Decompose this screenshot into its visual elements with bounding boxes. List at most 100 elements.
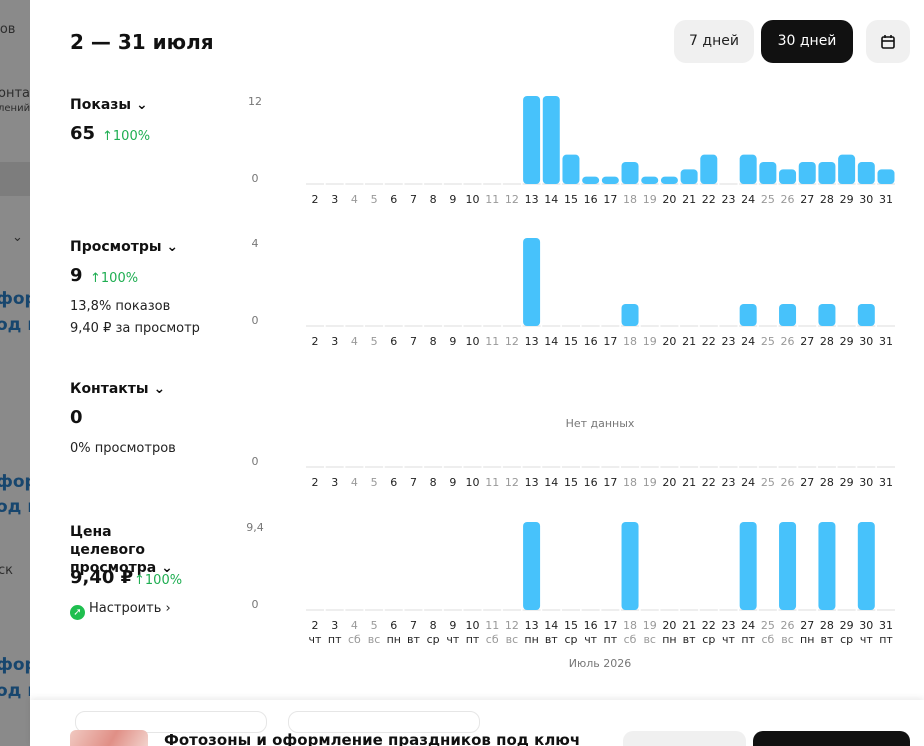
x-tick-label: 19 [643, 193, 657, 206]
metric-title[interactable]: Просмотры ⌄ [70, 239, 179, 255]
x-tick-label: 16 [584, 619, 598, 632]
metric-note: 0% просмотров [70, 441, 176, 456]
x-tick-label: 4 [351, 335, 358, 348]
x-tick-label: 8 [430, 619, 437, 632]
footer-button[interactable] [623, 731, 746, 746]
x-tick-label: 13 [525, 619, 539, 632]
bar [857, 522, 875, 610]
y-tick-label: 0 [252, 455, 259, 468]
x-tick-label: 14 [544, 193, 558, 206]
bar [798, 162, 816, 184]
weekday-label: вс [643, 633, 656, 646]
x-tick-label: 8 [430, 476, 437, 489]
x-tick-label: 16 [584, 335, 598, 348]
x-tick-label: 28 [820, 476, 834, 489]
weekday-label: вт [545, 633, 558, 646]
x-tick-label: 3 [331, 476, 338, 489]
x-tick-label: 9 [449, 335, 456, 348]
x-tick-label: 11 [485, 335, 499, 348]
bg-text: лений [0, 103, 30, 114]
metric-value: 9,40 ₽ [70, 567, 134, 588]
x-tick-label: 30 [859, 193, 873, 206]
bar [779, 304, 797, 326]
weekday-label: вс [506, 633, 519, 646]
metric-title[interactable]: Цена целевого просмотра ⌄ [70, 524, 173, 576]
weekday-label: сб [486, 633, 499, 646]
x-tick-label: 24 [741, 193, 755, 206]
x-tick-label: 18 [623, 619, 637, 632]
weekday-label: чт [860, 633, 873, 646]
x-tick-label: 20 [662, 193, 676, 206]
x-tick-label: 2 [312, 619, 319, 632]
x-tick-label: 16 [584, 193, 598, 206]
x-tick-label: 12 [505, 619, 519, 632]
x-tick-label: 28 [820, 335, 834, 348]
period-button[interactable]: 30 дней [761, 20, 853, 63]
x-tick-label: 21 [682, 619, 696, 632]
metric-title[interactable]: Контакты ⌄ [70, 381, 166, 397]
metric-title[interactable]: Показы ⌄ [70, 97, 148, 113]
x-tick-label: 15 [564, 476, 578, 489]
x-tick-label: 13 [525, 476, 539, 489]
x-tick-label: 21 [682, 335, 696, 348]
bar [877, 169, 895, 184]
x-tick-label: 29 [840, 335, 854, 348]
weekday-label: вт [407, 633, 420, 646]
metric-value: 65 [70, 123, 96, 144]
listing-title[interactable]: Фотозоны и оформление праздников под клю… [164, 731, 581, 746]
bar [857, 304, 875, 326]
y-tick-label: 0 [252, 598, 259, 611]
x-tick-label: 23 [721, 476, 735, 489]
x-tick-label: 12 [505, 335, 519, 348]
weekday-label: пн [387, 633, 401, 646]
bar [759, 162, 777, 184]
x-tick-label: 18 [623, 193, 637, 206]
x-tick-label: 30 [859, 619, 873, 632]
x-tick-label: 24 [741, 335, 755, 348]
x-tick-label: 19 [643, 476, 657, 489]
x-tick-label: 31 [879, 476, 893, 489]
x-tick-label: 25 [761, 335, 775, 348]
weekday-label: сб [761, 633, 774, 646]
x-tick-label: 13 [525, 193, 539, 206]
bg-text: фор [0, 655, 30, 675]
weekday-label: ср [840, 633, 853, 646]
x-tick-label: 24 [741, 476, 755, 489]
calendar-button[interactable] [866, 20, 910, 63]
x-tick-label: 26 [781, 193, 795, 206]
weekday-label: чт [309, 633, 322, 646]
footer-button[interactable] [753, 731, 910, 746]
period-button[interactable]: 7 дней [674, 20, 754, 63]
x-tick-label: 2 [312, 335, 319, 348]
x-tick-label: 3 [331, 193, 338, 206]
x-tick-label: 6 [390, 476, 397, 489]
x-axis-label: Июль 2026 [569, 657, 632, 670]
x-tick-label: 2 [312, 476, 319, 489]
bg-text: од к [0, 497, 30, 517]
x-tick-label: 17 [603, 193, 617, 206]
x-tick-label: 23 [721, 619, 735, 632]
x-tick-label: 6 [390, 619, 397, 632]
weekday-label: сб [624, 633, 637, 646]
x-tick-label: 27 [800, 335, 814, 348]
x-tick-label: 7 [410, 476, 417, 489]
bar [641, 176, 659, 184]
x-tick-label: 30 [859, 476, 873, 489]
x-tick-label: 7 [410, 335, 417, 348]
x-tick-label: 15 [564, 335, 578, 348]
x-tick-label: 10 [466, 335, 480, 348]
x-tick-label: 9 [449, 476, 456, 489]
bar [739, 154, 757, 184]
weekday-label: сб [348, 633, 361, 646]
bar [700, 154, 718, 184]
weekday-label: чт [446, 633, 459, 646]
setup-link[interactable]: ➚ Настроить › [70, 601, 171, 620]
weekday-label: вс [368, 633, 381, 646]
weekday-label: чт [584, 633, 597, 646]
x-tick-label: 11 [485, 193, 499, 206]
x-tick-label: 17 [603, 619, 617, 632]
x-tick-label: 31 [879, 335, 893, 348]
x-tick-label: 29 [840, 476, 854, 489]
weekday-label: вс [781, 633, 794, 646]
bar [739, 522, 757, 610]
